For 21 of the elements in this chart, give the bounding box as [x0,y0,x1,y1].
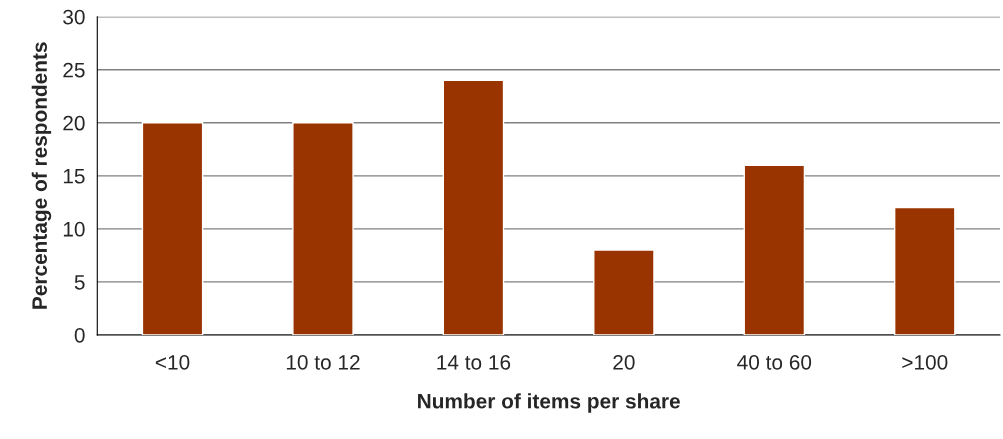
x-tick-label: <10 [155,354,190,370]
bar [141,122,204,335]
x-tick-label: >100 [902,354,948,370]
x-tick-label: 20 [613,354,635,370]
y-tick-label: 10 [63,221,85,237]
y-tick-label: 0 [74,327,85,343]
bar [593,249,655,335]
y-axis-title: Percentage of respondents [31,42,52,309]
x-tick-label: 10 to 12 [286,354,360,370]
bar [292,122,354,335]
x-tick-label: 40 to 60 [737,354,812,370]
y-tick-label: 20 [63,115,85,131]
bar [442,79,505,335]
y-tick-label: 30 [63,9,85,25]
y-tick-label: 15 [63,169,85,184]
bar [893,206,956,335]
x-axis-title: Number of items per share [418,393,680,413]
bar [743,164,806,335]
y-tick-label: 5 [74,275,85,290]
y-tick-label: 25 [63,62,85,78]
x-tick-label: 14 to 16 [437,354,511,370]
